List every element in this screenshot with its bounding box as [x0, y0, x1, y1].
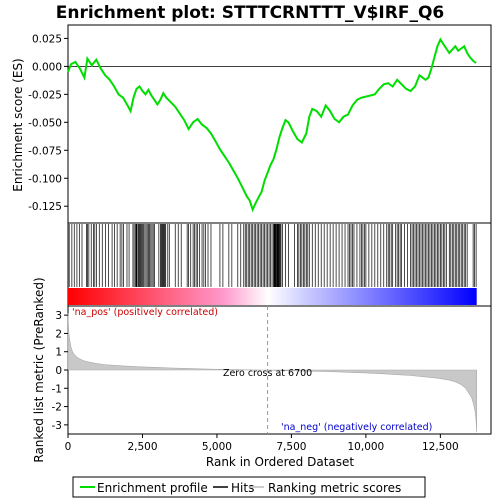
legend-ranking-label: Ranking metric scores	[268, 481, 401, 495]
legend-enrichment-label: Enrichment profile	[97, 481, 208, 495]
x-tick-label: 12,500	[422, 441, 459, 453]
legend: Enrichment profile Hits Ranking metric s…	[72, 476, 426, 498]
x-tick-label: 10,000	[348, 441, 385, 453]
metric-panel: 3 2 1 0 -1 -2 -3 Zero cross at 6700 'na_pos' (…	[32, 277, 492, 463]
x-tick-label: 5,000	[202, 441, 232, 453]
x-axis-label: Rank in Ordered Dataset	[206, 455, 354, 469]
metric-ylabel: Ranked list metric (PreRanked)	[32, 277, 46, 462]
es-ytick-label: -0.025	[28, 89, 62, 101]
metric-ytick-label: -1	[52, 383, 62, 395]
es-ytick-label: -0.050	[28, 117, 62, 129]
positive-correlation-label: 'na_pos' (positively correlated)	[72, 307, 218, 318]
enrichment-profile-line	[67, 37, 477, 213]
negative-correlation-label: 'na_neg' (negatively correlated)	[281, 422, 432, 433]
metric-ytick-label: 3	[55, 310, 62, 322]
es-ylabel: Enrichment score (ES)	[11, 58, 25, 191]
hits-panel	[67, 222, 492, 307]
ranking-gradient-bar	[68, 288, 477, 305]
metric-ytick-label: 0	[55, 365, 62, 377]
es-ytick-label: -0.100	[28, 173, 62, 185]
metric-ytick-label: 2	[55, 328, 62, 340]
es-panel-frame	[67, 24, 492, 224]
ranking-metric-area	[67, 313, 477, 433]
metric-ytick-label: -3	[52, 420, 62, 432]
es-ytick-label: 0.025	[32, 33, 62, 45]
x-tick-label: 0	[65, 441, 72, 453]
metric-ytick-label: 1	[55, 347, 62, 359]
zero-cross-label: Zero cross at 6700	[223, 368, 312, 379]
es-ytick-label: -0.125	[28, 201, 62, 213]
x-tick-label: 7,500	[276, 441, 306, 453]
metric-ytick-label: -2	[52, 402, 62, 414]
es-ytick-label: -0.075	[28, 145, 62, 157]
x-axis: 0 2,500 5,000 7,500 10,000 12,500	[65, 434, 459, 453]
legend-hits-label: Hits	[231, 481, 254, 495]
es-panel: 0.025 0.000 -0.025 -0.050 -0.075 -0.100 -0.125…	[11, 24, 492, 224]
es-ytick-label: 0.000	[32, 61, 62, 73]
x-tick-label: 2,500	[127, 441, 157, 453]
chart-title: Enrichment plot: STTTCRNTTT_V$IRF_Q6	[56, 3, 445, 23]
